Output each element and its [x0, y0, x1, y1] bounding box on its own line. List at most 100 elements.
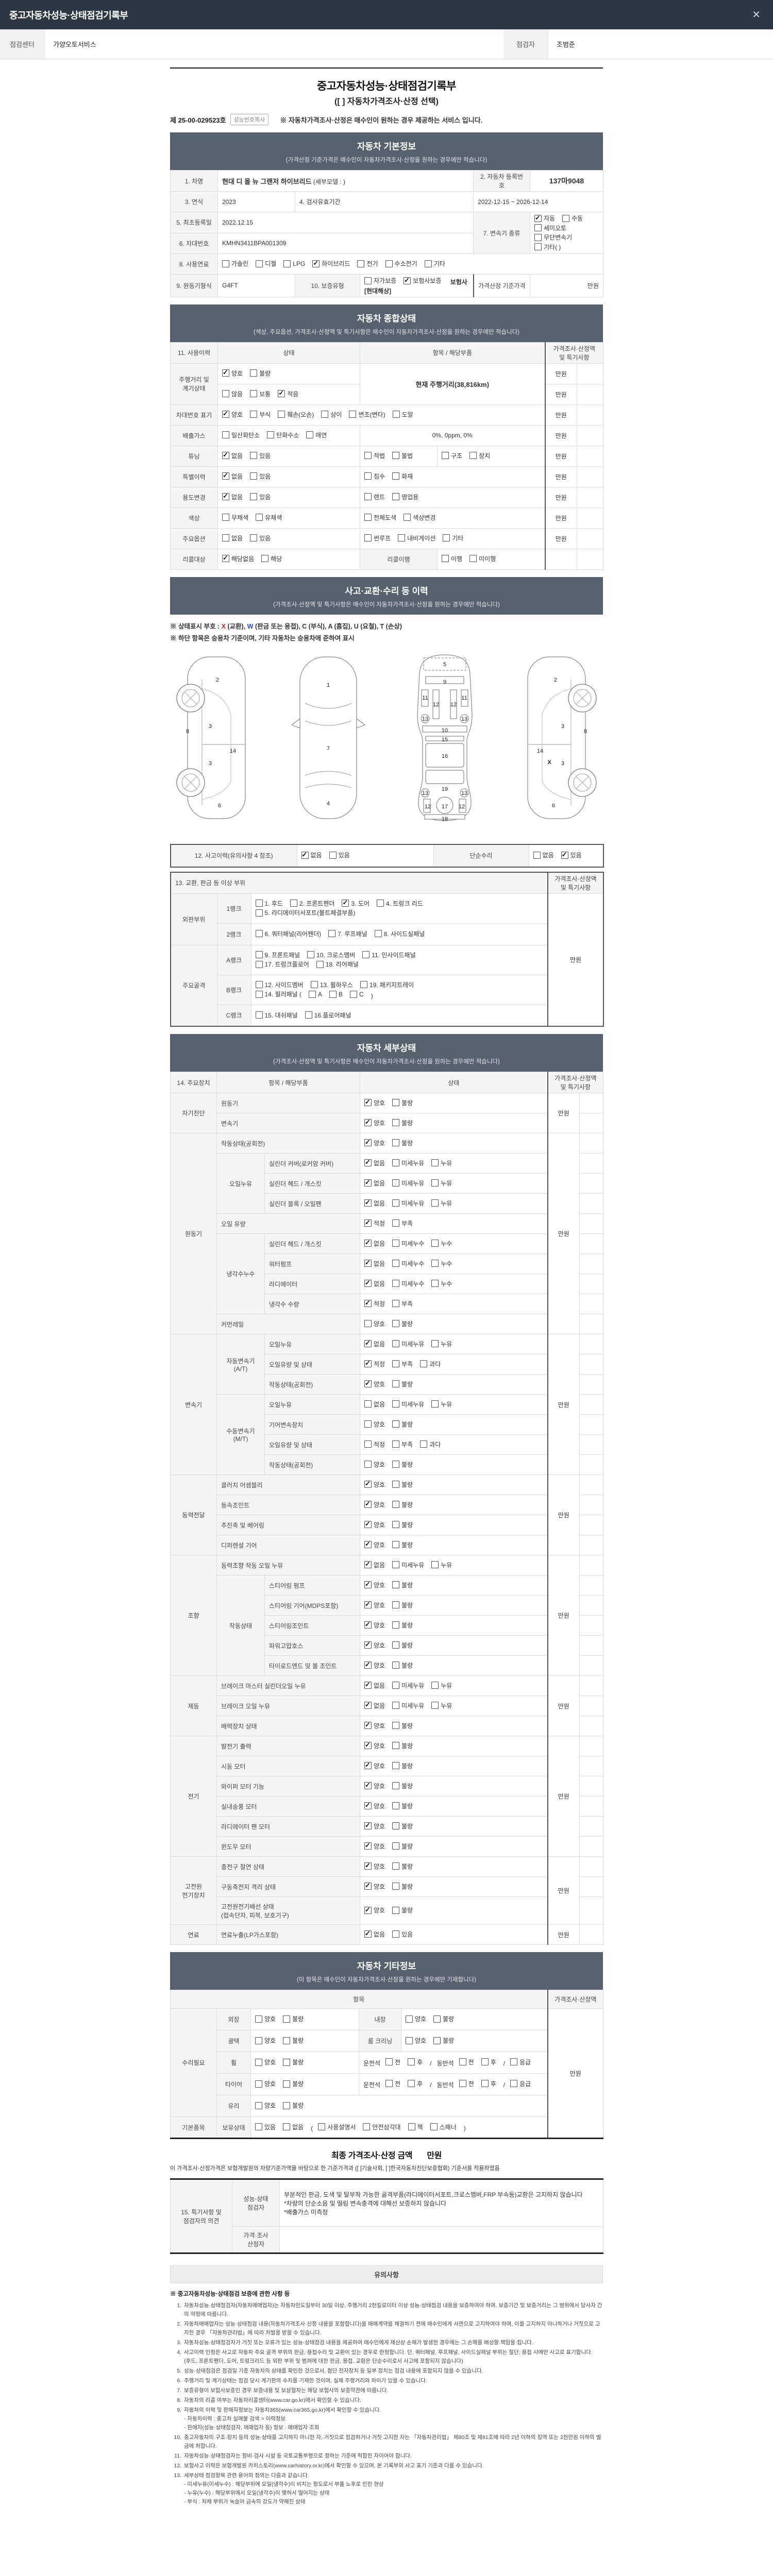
checkbox[interactable] [283, 2015, 291, 2023]
checkbox[interactable] [364, 1906, 372, 1914]
checkbox[interactable] [255, 960, 263, 968]
checkbox[interactable] [255, 951, 263, 958]
checkbox[interactable] [250, 493, 258, 501]
checkbox[interactable] [364, 1560, 372, 1569]
checkbox[interactable] [392, 1822, 400, 1830]
checkbox[interactable] [392, 1621, 400, 1629]
checkbox[interactable] [364, 1540, 372, 1549]
checkbox[interactable] [255, 1011, 263, 1019]
checkbox[interactable] [267, 431, 275, 439]
checkbox[interactable] [306, 431, 314, 439]
checkbox[interactable] [342, 899, 349, 907]
checkbox[interactable] [392, 1340, 400, 1348]
checkbox[interactable] [392, 1179, 400, 1187]
checkbox[interactable] [364, 1620, 372, 1629]
checkbox[interactable] [222, 471, 229, 480]
checkbox[interactable] [350, 990, 358, 998]
checkbox[interactable] [392, 1742, 400, 1750]
checkbox[interactable] [561, 851, 568, 859]
checkbox[interactable] [255, 909, 263, 917]
checkbox[interactable] [392, 1260, 400, 1267]
checkbox[interactable] [364, 1320, 372, 1328]
checkbox[interactable] [364, 1138, 372, 1147]
checkbox[interactable] [364, 514, 372, 521]
checkbox[interactable] [392, 1842, 400, 1850]
checkbox[interactable] [318, 2123, 326, 2131]
checkbox[interactable] [431, 1240, 439, 1247]
checkbox[interactable] [364, 1461, 372, 1468]
checkbox[interactable] [255, 2080, 262, 2088]
checkbox[interactable] [309, 990, 316, 998]
checkbox[interactable] [374, 930, 382, 938]
close-icon[interactable]: ✕ [752, 9, 761, 21]
checkbox[interactable] [364, 1520, 372, 1529]
checkbox[interactable] [364, 1339, 372, 1348]
checkbox[interactable] [364, 277, 372, 284]
checkbox[interactable] [392, 1320, 400, 1328]
checkbox[interactable] [364, 1420, 372, 1428]
checkbox[interactable] [255, 981, 263, 988]
checkbox[interactable] [392, 1722, 400, 1730]
checkbox[interactable] [364, 1500, 372, 1509]
checkbox[interactable] [392, 452, 400, 460]
checkbox[interactable] [250, 472, 258, 480]
checkbox[interactable] [364, 1640, 372, 1649]
checkbox[interactable] [392, 1782, 400, 1790]
checkbox[interactable] [385, 260, 393, 267]
checkbox[interactable] [364, 1118, 372, 1127]
checkbox[interactable] [364, 1701, 372, 1709]
checkbox[interactable] [364, 1660, 372, 1669]
checkbox[interactable] [362, 951, 370, 958]
checkbox[interactable] [392, 1762, 400, 1770]
checkbox[interactable] [392, 1360, 400, 1368]
checkbox[interactable] [431, 1280, 439, 1287]
checkbox[interactable] [364, 493, 372, 501]
copy-performance-number-button[interactable]: 성능번호복사 [230, 114, 269, 125]
checkbox[interactable] [408, 2058, 415, 2066]
checkbox[interactable] [316, 960, 324, 968]
checkbox[interactable] [392, 1420, 400, 1428]
checkbox[interactable] [364, 1259, 372, 1267]
checkbox[interactable] [431, 1260, 439, 1267]
checkbox[interactable] [364, 1279, 372, 1287]
checkbox[interactable] [469, 555, 477, 563]
checkbox[interactable] [481, 2058, 489, 2066]
checkbox[interactable] [392, 1139, 400, 1147]
checkbox[interactable] [408, 2123, 415, 2131]
checkbox[interactable] [392, 1099, 400, 1107]
checkbox[interactable] [290, 900, 297, 907]
checkbox[interactable] [364, 534, 372, 542]
checkbox[interactable] [392, 1199, 400, 1207]
checkbox[interactable] [364, 1882, 372, 1890]
checkbox[interactable] [255, 930, 263, 938]
checkbox[interactable] [255, 2058, 262, 2066]
checkbox[interactable] [392, 1682, 400, 1689]
checkbox[interactable] [328, 930, 336, 938]
checkbox[interactable] [283, 2058, 291, 2066]
checkbox[interactable] [222, 368, 229, 377]
checkbox[interactable] [255, 990, 263, 998]
checkbox[interactable] [283, 2037, 291, 2044]
checkbox[interactable] [283, 2102, 291, 2109]
checkbox[interactable] [392, 1541, 400, 1549]
checkbox[interactable] [392, 1662, 400, 1669]
checkbox[interactable] [364, 1440, 372, 1448]
checkbox[interactable] [431, 1179, 439, 1187]
checkbox[interactable] [385, 2058, 393, 2066]
checkbox[interactable] [321, 411, 329, 418]
checkbox[interactable] [433, 2015, 441, 2023]
center-value[interactable]: 가양오토서비스 [53, 41, 96, 48]
checkbox[interactable] [481, 2080, 489, 2088]
checkbox[interactable] [420, 1440, 428, 1448]
checkbox[interactable] [357, 260, 365, 267]
checkbox[interactable] [261, 555, 269, 563]
checkbox[interactable] [392, 1159, 400, 1167]
checkbox[interactable] [459, 2058, 466, 2066]
checkbox[interactable] [250, 369, 258, 377]
checkbox[interactable] [442, 452, 449, 460]
checkbox[interactable] [222, 410, 229, 418]
checkbox[interactable] [222, 260, 229, 267]
checkbox[interactable] [305, 1011, 312, 1019]
checkbox[interactable] [222, 534, 229, 542]
checkbox[interactable] [364, 1580, 372, 1589]
